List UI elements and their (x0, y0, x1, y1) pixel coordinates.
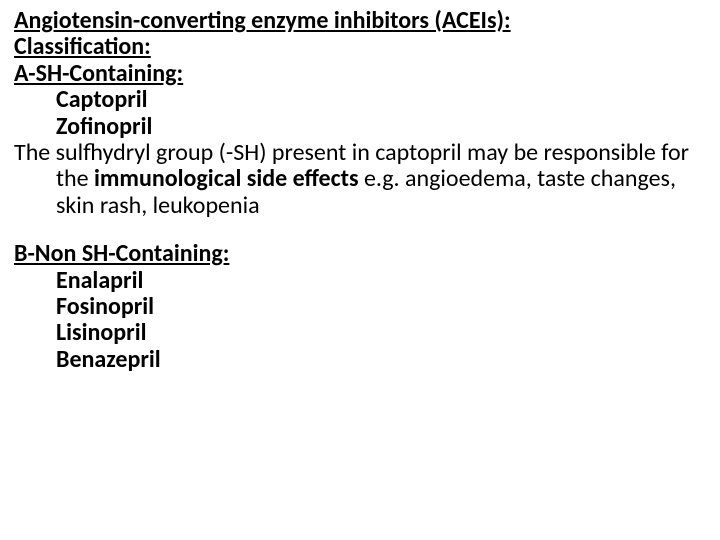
list-item: Enalapril (14, 268, 706, 294)
list-item: Lisinopril (14, 320, 706, 346)
title-heading: Angiotensin-converting enzyme inhibitors… (14, 8, 706, 34)
list-item: Zofinopril (14, 114, 706, 140)
list-item: Fosinopril (14, 294, 706, 320)
group-a-heading: A-SH-Containing: (14, 61, 706, 87)
classification-heading: Classification: (14, 34, 706, 60)
note-emphasis: immunological side effects (94, 164, 364, 193)
spacer (14, 219, 706, 241)
group-a-note: The sulfhydryl group (-SH) present in ca… (14, 140, 706, 219)
list-item: Benazepril (14, 347, 706, 373)
slide-body: Angiotensin-converting enzyme inhibitors… (0, 0, 720, 381)
group-b-heading: B-Non SH-Containing: (14, 241, 706, 267)
list-item: Captopril (14, 87, 706, 113)
